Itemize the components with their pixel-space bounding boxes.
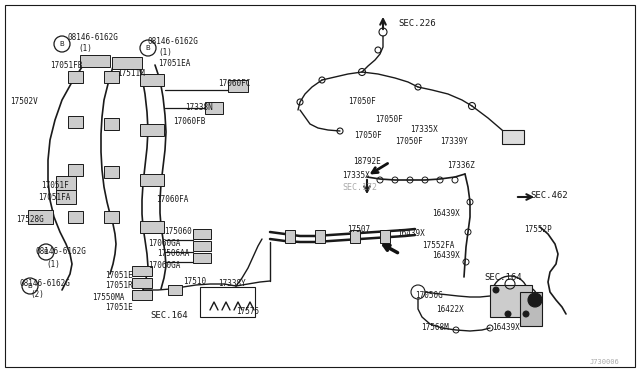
- Text: 17050F: 17050F: [375, 115, 403, 125]
- Bar: [68, 71, 83, 83]
- Text: (2): (2): [30, 291, 44, 299]
- Bar: [132, 290, 152, 300]
- Text: 17051E: 17051E: [105, 270, 132, 279]
- Bar: [56, 176, 76, 190]
- Text: 08146-6162G: 08146-6162G: [20, 279, 71, 288]
- Text: 17338N: 17338N: [185, 103, 212, 112]
- Text: 08146-6162G: 08146-6162G: [148, 36, 199, 45]
- Text: 16439X: 16439X: [492, 324, 520, 333]
- Text: 17552P: 17552P: [524, 224, 552, 234]
- Text: 17336Z: 17336Z: [447, 160, 475, 170]
- Text: 17550MA: 17550MA: [92, 292, 124, 301]
- Bar: [140, 174, 164, 186]
- Text: 17051E: 17051E: [105, 304, 132, 312]
- Text: 17338Y: 17338Y: [218, 279, 246, 288]
- Text: B: B: [44, 249, 49, 255]
- Circle shape: [523, 311, 529, 317]
- Bar: [132, 266, 152, 276]
- Text: J730006: J730006: [590, 359, 620, 365]
- Text: 16439X: 16439X: [432, 209, 460, 218]
- Bar: [104, 166, 119, 178]
- Bar: [193, 229, 211, 239]
- Bar: [104, 211, 119, 223]
- Text: 08146-6162G: 08146-6162G: [68, 32, 119, 42]
- Bar: [140, 74, 164, 86]
- Bar: [56, 190, 76, 204]
- Text: B: B: [28, 283, 33, 289]
- Text: 17051EA: 17051EA: [158, 60, 190, 68]
- Text: 17060FB: 17060FB: [173, 116, 205, 125]
- Text: SEC.164: SEC.164: [484, 273, 522, 282]
- Text: 17051R: 17051R: [105, 282, 132, 291]
- Text: 17060GA: 17060GA: [148, 238, 180, 247]
- Text: 18792E: 18792E: [353, 157, 381, 167]
- Bar: [80, 55, 110, 67]
- Text: 17528G: 17528G: [16, 215, 44, 224]
- Bar: [193, 253, 211, 263]
- Text: 17051F: 17051F: [41, 182, 68, 190]
- Bar: [140, 221, 164, 233]
- Text: SEC.462: SEC.462: [530, 190, 568, 199]
- Text: 17051FB: 17051FB: [50, 61, 83, 71]
- Bar: [104, 71, 119, 83]
- Bar: [112, 57, 142, 69]
- Text: 17050F: 17050F: [395, 138, 423, 147]
- Text: (1): (1): [158, 48, 172, 58]
- Text: (1): (1): [46, 260, 60, 269]
- Text: 17335X: 17335X: [410, 125, 438, 134]
- Text: B: B: [60, 41, 65, 47]
- Text: 17339Y: 17339Y: [440, 138, 468, 147]
- Text: 17507: 17507: [347, 224, 370, 234]
- Bar: [132, 278, 152, 288]
- Text: 17568M: 17568M: [421, 324, 449, 333]
- Text: 17050F: 17050F: [348, 97, 376, 106]
- Bar: [490, 285, 532, 317]
- Text: 17335X: 17335X: [342, 171, 370, 180]
- Text: 08146-6162G: 08146-6162G: [36, 247, 87, 257]
- Text: 16422X: 16422X: [436, 305, 464, 314]
- Bar: [28, 210, 53, 224]
- Text: SEC.164: SEC.164: [150, 311, 188, 320]
- Bar: [350, 230, 360, 243]
- Text: 17552FA: 17552FA: [422, 241, 454, 250]
- Text: 17050G: 17050G: [415, 291, 443, 299]
- Bar: [68, 116, 83, 128]
- Bar: [140, 124, 164, 136]
- Bar: [285, 230, 295, 243]
- Bar: [193, 241, 211, 251]
- Bar: [68, 211, 83, 223]
- Text: 17051FA: 17051FA: [38, 192, 70, 202]
- Text: 17510: 17510: [183, 278, 206, 286]
- Text: (1): (1): [78, 45, 92, 54]
- Text: 17502V: 17502V: [10, 97, 38, 106]
- Text: 17050F: 17050F: [354, 131, 381, 140]
- Text: 17506AA: 17506AA: [157, 250, 189, 259]
- Circle shape: [528, 293, 542, 307]
- Bar: [200, 287, 255, 317]
- Text: SEC.226: SEC.226: [398, 19, 436, 29]
- Text: 17060GA: 17060GA: [148, 260, 180, 269]
- Bar: [502, 130, 524, 144]
- Circle shape: [493, 287, 499, 293]
- Bar: [228, 80, 248, 92]
- Circle shape: [505, 311, 511, 317]
- Text: B: B: [146, 45, 150, 51]
- Bar: [205, 102, 223, 114]
- Bar: [168, 285, 182, 295]
- Text: 17511M: 17511M: [117, 70, 145, 78]
- Text: SEC.172: SEC.172: [342, 183, 377, 192]
- Text: 17060FC: 17060FC: [218, 78, 250, 87]
- Text: 16439X: 16439X: [432, 251, 460, 260]
- Bar: [68, 164, 83, 176]
- Text: 175060: 175060: [164, 228, 192, 237]
- Bar: [520, 292, 542, 326]
- Text: 17575: 17575: [236, 307, 259, 315]
- Bar: [315, 230, 325, 243]
- Text: 17060FA: 17060FA: [156, 196, 188, 205]
- Bar: [380, 230, 390, 243]
- Text: 16439X: 16439X: [397, 230, 425, 238]
- Bar: [104, 118, 119, 130]
